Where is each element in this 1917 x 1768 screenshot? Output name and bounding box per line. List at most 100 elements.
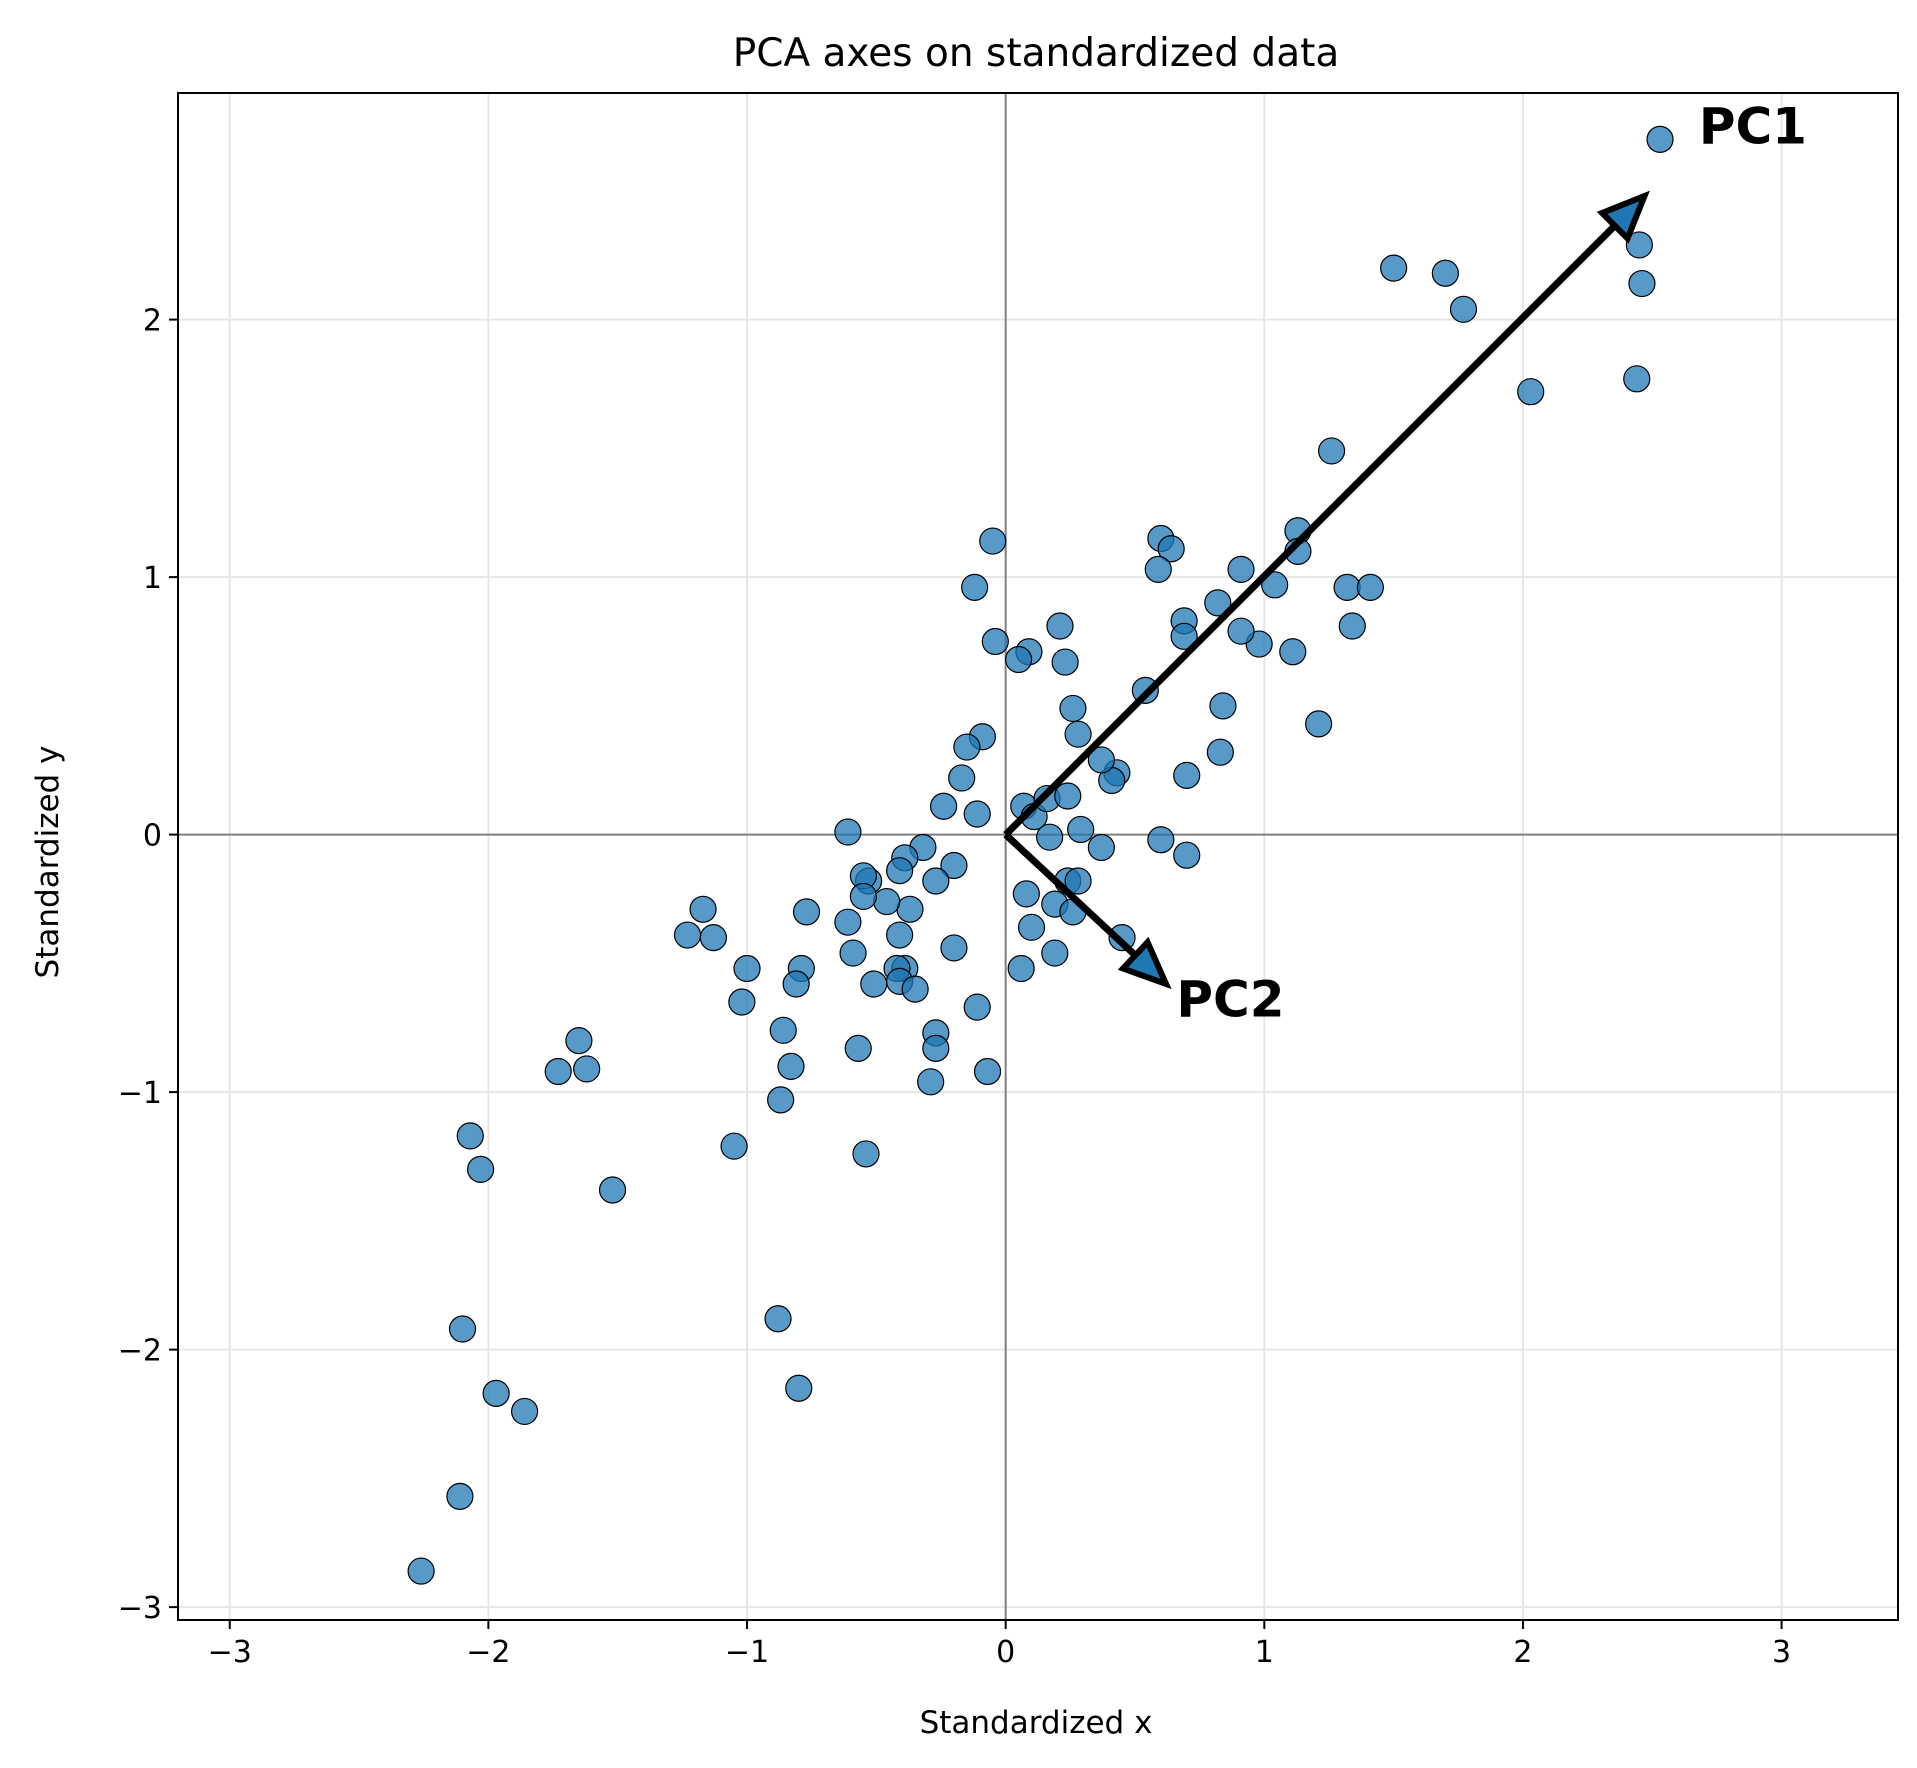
data-point: [839, 939, 867, 967]
data-point: [1204, 589, 1232, 617]
y-axis-label: Standardized y: [30, 746, 66, 979]
x-tick-label: 1: [1255, 1635, 1274, 1670]
data-point: [1173, 761, 1201, 789]
data-point: [598, 1176, 627, 1204]
data-point: [767, 1086, 795, 1114]
data-point: [699, 924, 727, 952]
data-point: [785, 1374, 813, 1402]
data-point: [981, 627, 1009, 656]
data-point: [448, 1315, 477, 1343]
data-point: [1279, 638, 1307, 666]
data-point: [844, 1034, 872, 1062]
data-point: [1012, 880, 1040, 908]
data-point: [1646, 125, 1674, 153]
data-point: [963, 993, 991, 1021]
data-point: [1087, 833, 1115, 862]
vector-shaft-pc2: [1003, 832, 1138, 958]
data-point: [886, 857, 914, 885]
chart-title: PCA axes on standardized data: [733, 31, 1340, 76]
data-point: [896, 895, 924, 923]
data-point: [407, 1557, 435, 1585]
data-point: [948, 764, 976, 792]
data-point: [510, 1397, 539, 1426]
data-point: [1206, 738, 1234, 766]
data-point: [973, 1057, 1002, 1086]
data-point: [1305, 710, 1333, 738]
data-point: [1209, 692, 1237, 720]
data-point: [1087, 746, 1115, 774]
y-ticks: −3 −2 −1 0 1 2: [118, 304, 178, 1626]
data-point: [573, 1055, 601, 1083]
vector-label-pc2: PC2: [1176, 970, 1284, 1028]
data-point: [849, 882, 878, 911]
data-point: [1036, 823, 1064, 851]
data-point: [953, 733, 981, 761]
vector-label-pc1: PC1: [1699, 97, 1807, 155]
data-point: [764, 1305, 792, 1333]
data-point: [1007, 954, 1035, 983]
data-point: [1380, 254, 1408, 282]
pca-vectors: PC1 PC2: [1003, 97, 1807, 1028]
data-point: [940, 934, 968, 962]
data-point: [1005, 645, 1033, 674]
data-point: [1227, 617, 1255, 645]
data-point: [1017, 913, 1046, 941]
data-point: [922, 1034, 950, 1062]
data-point: [1173, 841, 1201, 869]
data-point: [940, 851, 968, 880]
data-point: [1449, 295, 1478, 323]
data-point: [834, 908, 862, 936]
data-point: [963, 800, 991, 828]
data-point: [446, 1482, 474, 1510]
data-point: [1108, 924, 1136, 952]
y-tick-label: −2: [118, 1334, 162, 1369]
data-point: [1317, 437, 1346, 465]
data-point: [482, 1379, 510, 1407]
data-point: [1628, 269, 1656, 298]
data-point: [1623, 365, 1651, 393]
data-point: [1333, 573, 1361, 602]
data-point: [1041, 939, 1069, 967]
data-point: [673, 921, 702, 949]
x-tick-label: −1: [725, 1635, 769, 1670]
y-tick-label: 0: [143, 819, 162, 854]
data-point: [961, 573, 989, 602]
data-point: [1051, 648, 1079, 676]
x-tick-label: 3: [1772, 1635, 1791, 1670]
data-point: [720, 1132, 748, 1160]
data-point: [1067, 815, 1095, 844]
x-axis-label: Standardized x: [920, 1705, 1153, 1741]
data-point: [769, 1016, 797, 1044]
vector-head-pc2: [1117, 936, 1172, 990]
data-point: [886, 921, 914, 949]
data-point: [1046, 612, 1074, 640]
data-point: [917, 1068, 945, 1096]
data-point: [1227, 555, 1255, 583]
data-point: [1338, 612, 1366, 640]
data-point: [1064, 867, 1092, 895]
data-point: [979, 527, 1007, 555]
data-point: [456, 1122, 484, 1150]
data-point: [1356, 573, 1384, 602]
x-ticks: −3 −2 −1 0 1 2 3: [208, 1620, 1791, 1670]
data-point: [1144, 555, 1172, 583]
data-point: [860, 970, 888, 998]
data-point: [1261, 571, 1289, 599]
y-tick-label: 2: [143, 304, 162, 339]
data-point: [777, 1052, 805, 1080]
data-point: [1147, 826, 1175, 854]
data-point: [1064, 720, 1092, 748]
data-point: [565, 1027, 593, 1055]
scatter-points: [407, 125, 1674, 1585]
vector-shaft-pc1: [1003, 223, 1618, 838]
y-tick-label: 1: [143, 561, 162, 596]
data-point: [922, 867, 950, 895]
vector-head-pc1: [1596, 190, 1650, 244]
data-point: [782, 970, 810, 998]
x-tick-label: −2: [466, 1635, 510, 1670]
data-point: [834, 818, 862, 846]
data-point: [901, 975, 929, 1003]
data-point: [689, 895, 717, 923]
